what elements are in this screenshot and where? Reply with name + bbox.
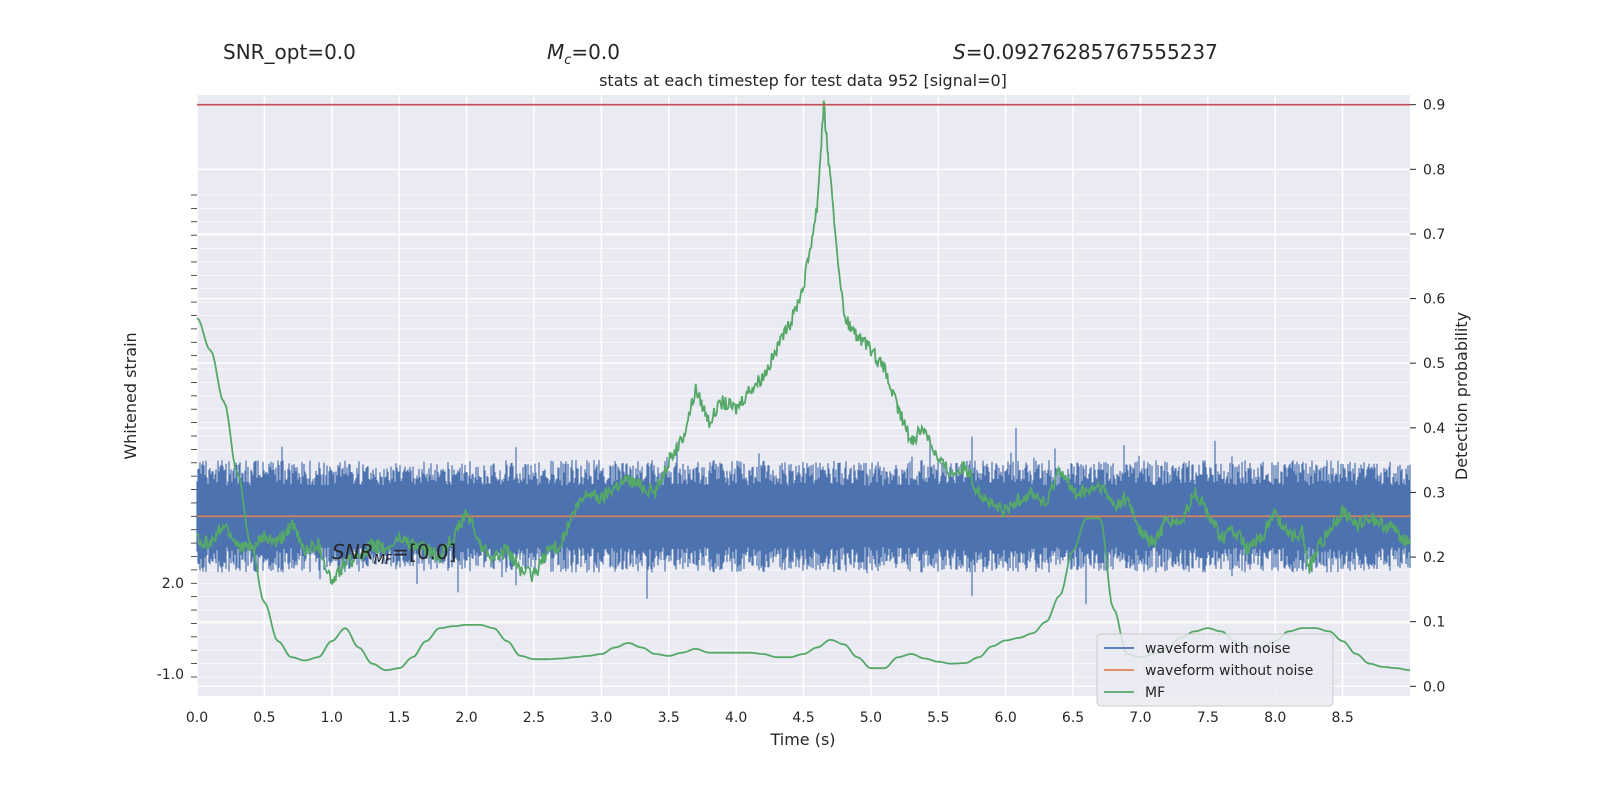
x-tick-label: 7.5 xyxy=(1197,710,1219,726)
x-tick-label: 0.5 xyxy=(253,710,275,726)
legend-label: waveform without noise xyxy=(1145,663,1313,679)
legend: waveform with noise waveform without nois… xyxy=(1096,633,1334,707)
s-stat-symbol: S xyxy=(953,40,966,64)
snr-opt-text: SNR_opt=0.0 xyxy=(223,40,356,64)
x-tick-label: 4.5 xyxy=(792,710,814,726)
y-tick-label: 0.0 xyxy=(1423,679,1445,695)
chirp-mass-label: Mc=0.0 xyxy=(547,40,620,73)
y-tick-label: 0.3 xyxy=(1423,485,1445,501)
x-tick-label: 3.0 xyxy=(590,710,612,726)
s-stat-value: =0.09276285767555237 xyxy=(965,40,1218,64)
x-tick-label: 0.0 xyxy=(186,710,208,726)
x-tick-label: 8.5 xyxy=(1331,710,1353,726)
chirp-mass-subscript: c xyxy=(564,53,572,68)
x-tick-label: 1.5 xyxy=(388,710,410,726)
snr-mf-symbol: SNR xyxy=(332,540,374,564)
snr-mf-annotation: SNRMF=[0.0] xyxy=(332,540,456,568)
x-tick-label: 3.5 xyxy=(658,710,680,726)
x-tick-label: 6.0 xyxy=(995,710,1017,726)
y-tick-label: 0.9 xyxy=(1423,98,1445,114)
snr-mf-subscript: MF xyxy=(374,553,393,568)
chirp-mass-value: =0.0 xyxy=(571,40,620,64)
y-tick-label: 0.4 xyxy=(1423,421,1445,437)
x-tick-label: 7.0 xyxy=(1129,710,1151,726)
y-tick-label: 0.5 xyxy=(1423,356,1445,372)
y-tick-label: 0.1 xyxy=(1423,615,1445,631)
legend-box xyxy=(1096,633,1334,707)
strain-axis-label: Whitened strain xyxy=(121,332,140,459)
strain-tick-label: -1.0 xyxy=(157,667,184,683)
snr-opt-label: SNR_opt=0.0 xyxy=(223,40,356,64)
y-tick-label: 0.2 xyxy=(1423,550,1445,566)
s-stat-label: S=0.09276285767555237 xyxy=(953,40,1218,64)
probability-series xyxy=(196,100,1411,586)
axes-text: 0.0 0.5 1.0 1.5 2.0 2.5 3.0 3.5 4.0 4.5 5.0 5.5 6.0 6… xyxy=(121,71,1471,749)
x-tick-label: 5.5 xyxy=(927,710,949,726)
x-tick-label: 4.0 xyxy=(725,710,747,726)
mf-line xyxy=(196,317,1411,672)
y-tick-label: 0.8 xyxy=(1423,162,1445,178)
strain-tick-label: 2.0 xyxy=(162,576,184,592)
chart-title: stats at each timestep for test data 952… xyxy=(599,71,1007,90)
chirp-mass-symbol: M xyxy=(547,40,565,64)
x-tick-label: 5.0 xyxy=(860,710,882,726)
y-tick-label: 0.7 xyxy=(1423,227,1445,243)
detection-probability-line xyxy=(196,100,1411,586)
x-tick-label: 2.0 xyxy=(455,710,477,726)
x-tick-label: 2.5 xyxy=(523,710,545,726)
x-tick-label: 1.0 xyxy=(321,710,343,726)
x-tick-label: 6.5 xyxy=(1062,710,1084,726)
legend-label: MF xyxy=(1145,685,1165,701)
snr-mf-value: =[0.0] xyxy=(392,540,456,564)
x-tick-label: 8.0 xyxy=(1264,710,1286,726)
legend-label: waveform with noise xyxy=(1145,641,1290,657)
y-axis-label: Detection probability xyxy=(1452,312,1471,480)
y-tick-label: 0.6 xyxy=(1423,292,1445,308)
x-axis-label: Time (s) xyxy=(769,730,835,749)
